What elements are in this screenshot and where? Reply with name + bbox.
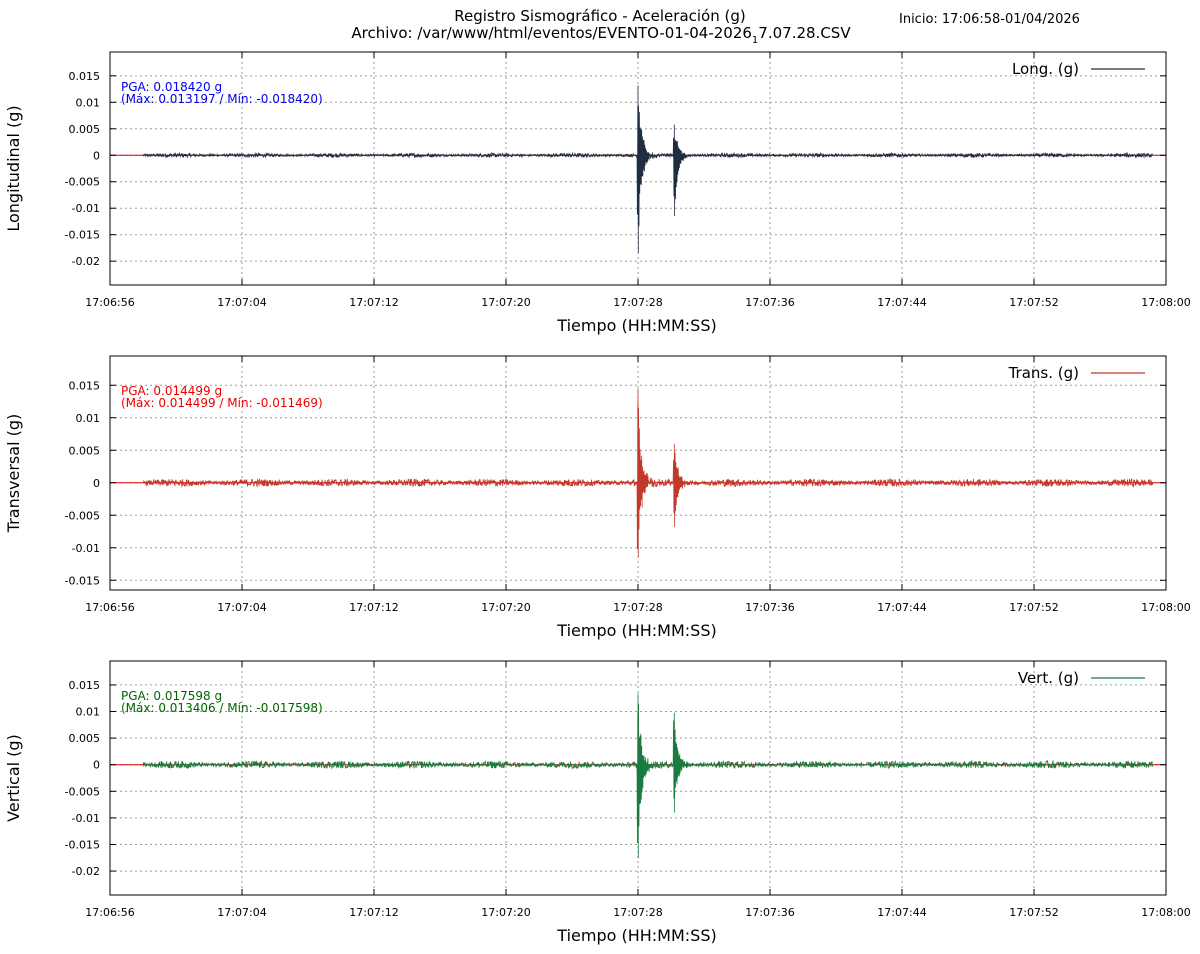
x-tick-label: 17:07:20 [481, 906, 530, 919]
y-tick-label: 0.015 [69, 70, 101, 83]
x-tick-label: 17:07:28 [613, 906, 662, 919]
y-tick-label: 0.01 [76, 96, 101, 109]
y-tick-label: -0.005 [65, 176, 100, 189]
waveform-trace [142, 693, 1154, 859]
legend-label: Long. (g) [1012, 60, 1079, 78]
y-tick-label: -0.005 [65, 509, 100, 522]
x-tick-label: 17:06:56 [85, 906, 134, 919]
x-tick-label: 17:08:00 [1141, 296, 1190, 309]
x-tick-label: 17:07:28 [613, 601, 662, 614]
x-tick-label: 17:07:20 [481, 296, 530, 309]
frame-layer: 17:06:56 17:07:04 17:07:12 17:07:20 17:07:28… [65, 51, 1191, 309]
x-tick-label: 17:07:12 [349, 296, 398, 309]
x-tick-label: 17:07:44 [877, 296, 926, 309]
panel-longitudinal: 17:06:56 17:07:04 17:07:12 17:07:20 17:07:28… [4, 51, 1191, 335]
y-tick-label: -0.015 [65, 838, 100, 851]
frame-layer: 17:06:56 17:07:04 17:07:12 17:07:20 17:07:28… [65, 660, 1191, 919]
y-tick-label: 0.01 [76, 412, 101, 425]
y-axis-label: Transversal (g) [4, 414, 23, 533]
x-tick-label: 17:07:52 [1009, 296, 1058, 309]
x-tick-label: 17:08:00 [1141, 601, 1190, 614]
x-tick-label: 17:07:12 [349, 906, 398, 919]
y-tick-label: -0.015 [65, 229, 100, 242]
x-tick-label: 17:07:28 [613, 296, 662, 309]
subtitle-subscript: 1 [752, 35, 758, 46]
y-tick-label: 0.005 [69, 732, 101, 745]
max-min-label: (Máx: 0.013406 / Mín: -0.017598) [121, 701, 323, 715]
legend-label: Trans. (g) [1008, 364, 1079, 382]
y-axis-label: Vertical (g) [4, 734, 23, 822]
y-tick-label: 0 [93, 759, 100, 772]
x-axis-label: Tiempo (HH:MM:SS) [556, 316, 716, 335]
y-tick-label: -0.015 [65, 574, 100, 587]
x-tick-label: 17:07:04 [217, 906, 266, 919]
y-tick-label: 0.005 [69, 123, 101, 136]
waveform-trace [142, 388, 1154, 558]
y-tick-label: 0.01 [76, 706, 101, 719]
x-tick-label: 17:07:52 [1009, 906, 1058, 919]
x-tick-label: 17:07:52 [1009, 601, 1058, 614]
y-tick-label: 0 [93, 477, 100, 490]
x-tick-label: 17:07:20 [481, 601, 530, 614]
x-tick-label: 17:07:36 [745, 601, 794, 614]
x-axis-label: Tiempo (HH:MM:SS) [556, 621, 716, 640]
subtitle-suffix: 7.07.28.CSV [758, 24, 851, 42]
pga-label: PGA: 0.014499 g [121, 384, 222, 398]
waveform-trace [142, 85, 1153, 253]
y-tick-label: 0.005 [69, 444, 101, 457]
x-axis-label: Tiempo (HH:MM:SS) [556, 926, 716, 945]
y-tick-label: -0.02 [72, 255, 100, 268]
x-tick-label: 17:08:00 [1141, 906, 1190, 919]
x-tick-label: 17:07:04 [217, 601, 266, 614]
y-tick-label: -0.02 [72, 865, 100, 878]
max-min-label: (Máx: 0.013197 / Mín: -0.018420) [121, 92, 323, 106]
subtitle-prefix: Archivo: /var/www/html/eventos/EVENTO-01… [351, 24, 752, 42]
plot-frame [109, 51, 1167, 286]
y-tick-label: -0.005 [65, 785, 100, 798]
x-tick-label: 17:07:44 [877, 906, 926, 919]
plot-frame [109, 355, 1167, 591]
start-timestamp: Inicio: 17:06:58-01/04/2026 [899, 12, 1080, 27]
figure-title: Registro Sismográfico - Aceleración (g) [454, 7, 745, 25]
trace-layer [142, 388, 1154, 558]
frame-layer: 17:06:56 17:07:04 17:07:12 17:07:20 17:07:28… [65, 355, 1191, 614]
figure-subtitle: Archivo: /var/www/html/eventos/EVENTO-01… [351, 24, 851, 46]
x-tick-label: 17:06:56 [85, 601, 134, 614]
y-tick-label: 0.015 [69, 379, 101, 392]
pga-label: PGA: 0.018420 g [121, 80, 222, 94]
y-tick-label: -0.01 [72, 812, 100, 825]
x-tick-label: 17:07:12 [349, 601, 398, 614]
panel-vertical: 17:06:56 17:07:04 17:07:12 17:07:20 17:07:28… [4, 660, 1191, 945]
x-tick-label: 17:07:44 [877, 601, 926, 614]
pga-label: PGA: 0.017598 g [121, 689, 222, 703]
legend-label: Vert. (g) [1018, 669, 1079, 687]
x-tick-label: 17:07:04 [217, 296, 266, 309]
x-tick-label: 17:07:36 [745, 296, 794, 309]
y-axis-label: Longitudinal (g) [4, 105, 23, 231]
x-tick-label: 17:06:56 [85, 296, 134, 309]
trace-layer [142, 85, 1153, 253]
panel-transversal: 17:06:56 17:07:04 17:07:12 17:07:20 17:07:28… [4, 355, 1191, 640]
y-tick-label: -0.01 [72, 202, 100, 215]
x-tick-label: 17:07:36 [745, 906, 794, 919]
max-min-label: (Máx: 0.014499 / Mín: -0.011469) [121, 396, 323, 410]
y-tick-label: 0.015 [69, 679, 101, 692]
y-tick-label: 0 [93, 149, 100, 162]
y-tick-label: -0.01 [72, 542, 100, 555]
trace-layer [142, 693, 1154, 859]
plot-frame [109, 660, 1167, 896]
